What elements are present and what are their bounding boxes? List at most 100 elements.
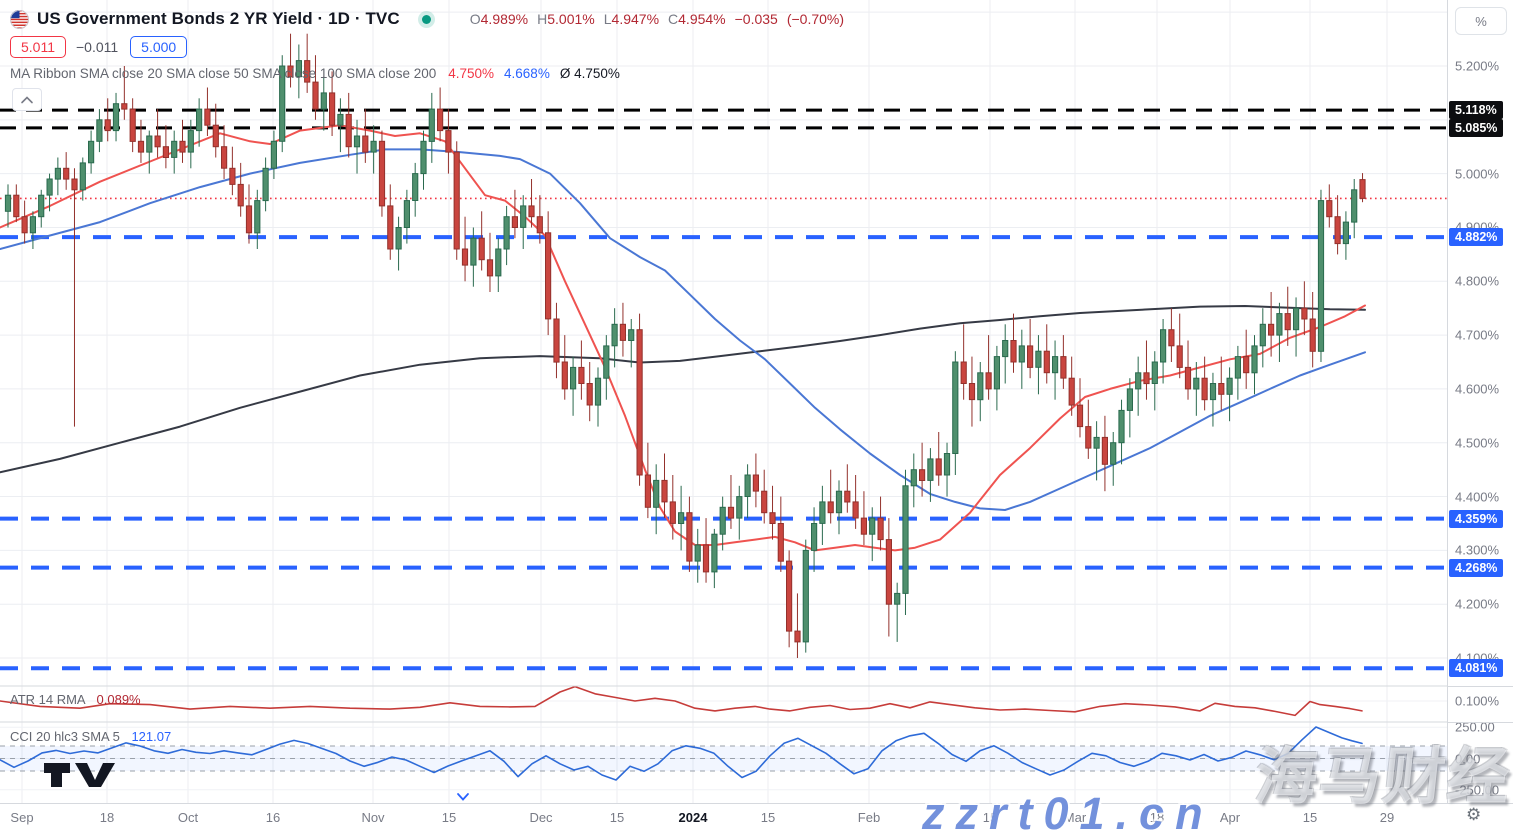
sma200-line <box>0 305 1366 474</box>
candle-body <box>196 108 203 132</box>
candle-body <box>1126 388 1134 411</box>
candle-body <box>403 200 410 229</box>
change-value: −0.035 <box>734 11 778 27</box>
time-axis-label[interactable]: 15 <box>441 810 457 825</box>
candle-body <box>644 474 651 508</box>
time-axis-label[interactable]: 15 <box>609 810 625 825</box>
atr-label: ATR 14 RMA <box>10 692 85 707</box>
sma50-line <box>0 148 1366 511</box>
buy-price-button[interactable]: 5.000 <box>130 36 188 58</box>
candle-body <box>345 113 352 148</box>
candle-body <box>1284 313 1291 331</box>
candle-body <box>1317 200 1325 352</box>
candle-body <box>461 248 469 266</box>
candle-body <box>503 216 510 250</box>
atr-value: 0.089% <box>96 692 141 707</box>
candle-body <box>1309 318 1316 352</box>
change-percent: (−0.70%) <box>786 11 845 27</box>
price-level-badge: 5.118% <box>1449 101 1503 120</box>
candle-body <box>561 361 568 390</box>
candle-body <box>711 533 718 573</box>
candle-body <box>628 329 635 342</box>
time-axis-label[interactable]: 18 <box>1149 810 1165 825</box>
candle-body <box>154 135 161 148</box>
candle-body <box>578 366 585 384</box>
time-axis-label[interactable]: Nov <box>361 810 385 825</box>
candle-body <box>387 205 394 250</box>
market-status-dot <box>421 14 431 24</box>
candle-body <box>835 490 843 514</box>
candle-body <box>952 361 959 454</box>
close-label: C <box>668 11 679 27</box>
ma-ribbon-legend[interactable]: MA Ribbon SMA close 20 SMA close 50 SMA … <box>10 66 620 81</box>
candle-body <box>88 140 95 164</box>
candle-body <box>1093 436 1100 449</box>
candle-body <box>869 517 876 535</box>
candle-body <box>935 458 942 476</box>
time-axis-label[interactable]: Oct <box>177 810 199 825</box>
candle-body <box>304 60 311 83</box>
sell-price-button[interactable]: 5.011 <box>10 36 66 58</box>
time-axis-label[interactable]: Sep <box>10 810 34 825</box>
time-axis-label[interactable]: Feb <box>857 810 881 825</box>
candle-body <box>1226 377 1233 395</box>
chevron-up-icon <box>21 95 33 103</box>
candle-body <box>171 140 178 158</box>
time-axis-label[interactable]: Dec <box>529 810 553 825</box>
candle-body <box>1218 383 1225 395</box>
candle-body <box>852 501 859 519</box>
price-axis-label: 4.500% <box>1455 435 1500 451</box>
tradingview-logo[interactable] <box>42 760 134 795</box>
candle-body <box>661 479 668 503</box>
candle-body <box>1101 436 1109 465</box>
price-axis[interactable]: % 5.200%5.000%4.900%4.800%4.700%4.600%4.… <box>1447 0 1513 832</box>
cci-value: 121.07 <box>131 729 172 744</box>
candle-body <box>985 372 992 390</box>
candle-body <box>337 113 344 126</box>
time-axis-label[interactable]: Mar <box>1063 810 1087 825</box>
candle-body <box>1018 345 1025 363</box>
candle-body <box>1118 409 1125 444</box>
time-axis-label[interactable]: 29 <box>1379 810 1395 825</box>
candle-body <box>1351 189 1358 223</box>
candle-body <box>237 183 244 207</box>
candle-body <box>63 167 70 180</box>
candle-body <box>702 544 710 573</box>
percent-scale-button[interactable]: % <box>1455 7 1507 35</box>
pane-separator <box>1448 686 1513 687</box>
candle-body <box>312 81 319 110</box>
time-axis-label[interactable]: Apr <box>1219 810 1241 825</box>
cci-legend[interactable]: CCI 20 hlc3 SMA 5 121.07 <box>10 729 171 744</box>
time-axis-label[interactable]: 15 <box>760 810 776 825</box>
candle-body <box>1176 345 1183 368</box>
time-axis-label[interactable]: 15 <box>1302 810 1318 825</box>
candle-body <box>378 140 386 207</box>
atr-legend[interactable]: ATR 14 RMA 0.089% <box>10 692 141 707</box>
candle-body <box>129 108 136 142</box>
candle-body <box>611 323 618 347</box>
event-marker-chevron-icon[interactable] <box>456 792 470 802</box>
candle-body <box>212 124 219 148</box>
price-axis-label: 4.300% <box>1455 542 1500 558</box>
time-axis-label[interactable]: 16 <box>265 810 281 825</box>
candle-body <box>1234 356 1242 379</box>
price-axis-label: 5.200% <box>1455 58 1500 74</box>
time-axis-label[interactable]: 15 <box>982 810 998 825</box>
price-level-badge: 4.882% <box>1449 228 1504 247</box>
axis-settings-gear-icon[interactable]: ⚙ <box>1466 805 1482 824</box>
collapse-legend-button[interactable] <box>12 88 42 111</box>
candle-body <box>21 216 28 234</box>
time-axis-label[interactable]: 2024 <box>678 810 708 825</box>
chart-canvas[interactable] <box>0 0 1447 803</box>
cci-label: CCI 20 hlc3 SMA 5 <box>10 729 120 744</box>
time-axis[interactable]: Sep 18 Oct 16 Nov 15 Dec 15 2024 15 Feb 15 Mar 18 Apr 1… <box>0 803 1513 832</box>
time-axis-label[interactable]: 18 <box>99 810 115 825</box>
pane-separator <box>1448 722 1513 723</box>
candle-body <box>943 453 951 476</box>
candle-body <box>811 523 818 551</box>
open-value: 4.989% <box>480 11 529 27</box>
symbol-title[interactable]: US Government Bonds 2 YR Yield · 1D · TV… <box>37 9 400 28</box>
candle-body <box>636 329 643 476</box>
candle-body <box>71 178 78 191</box>
